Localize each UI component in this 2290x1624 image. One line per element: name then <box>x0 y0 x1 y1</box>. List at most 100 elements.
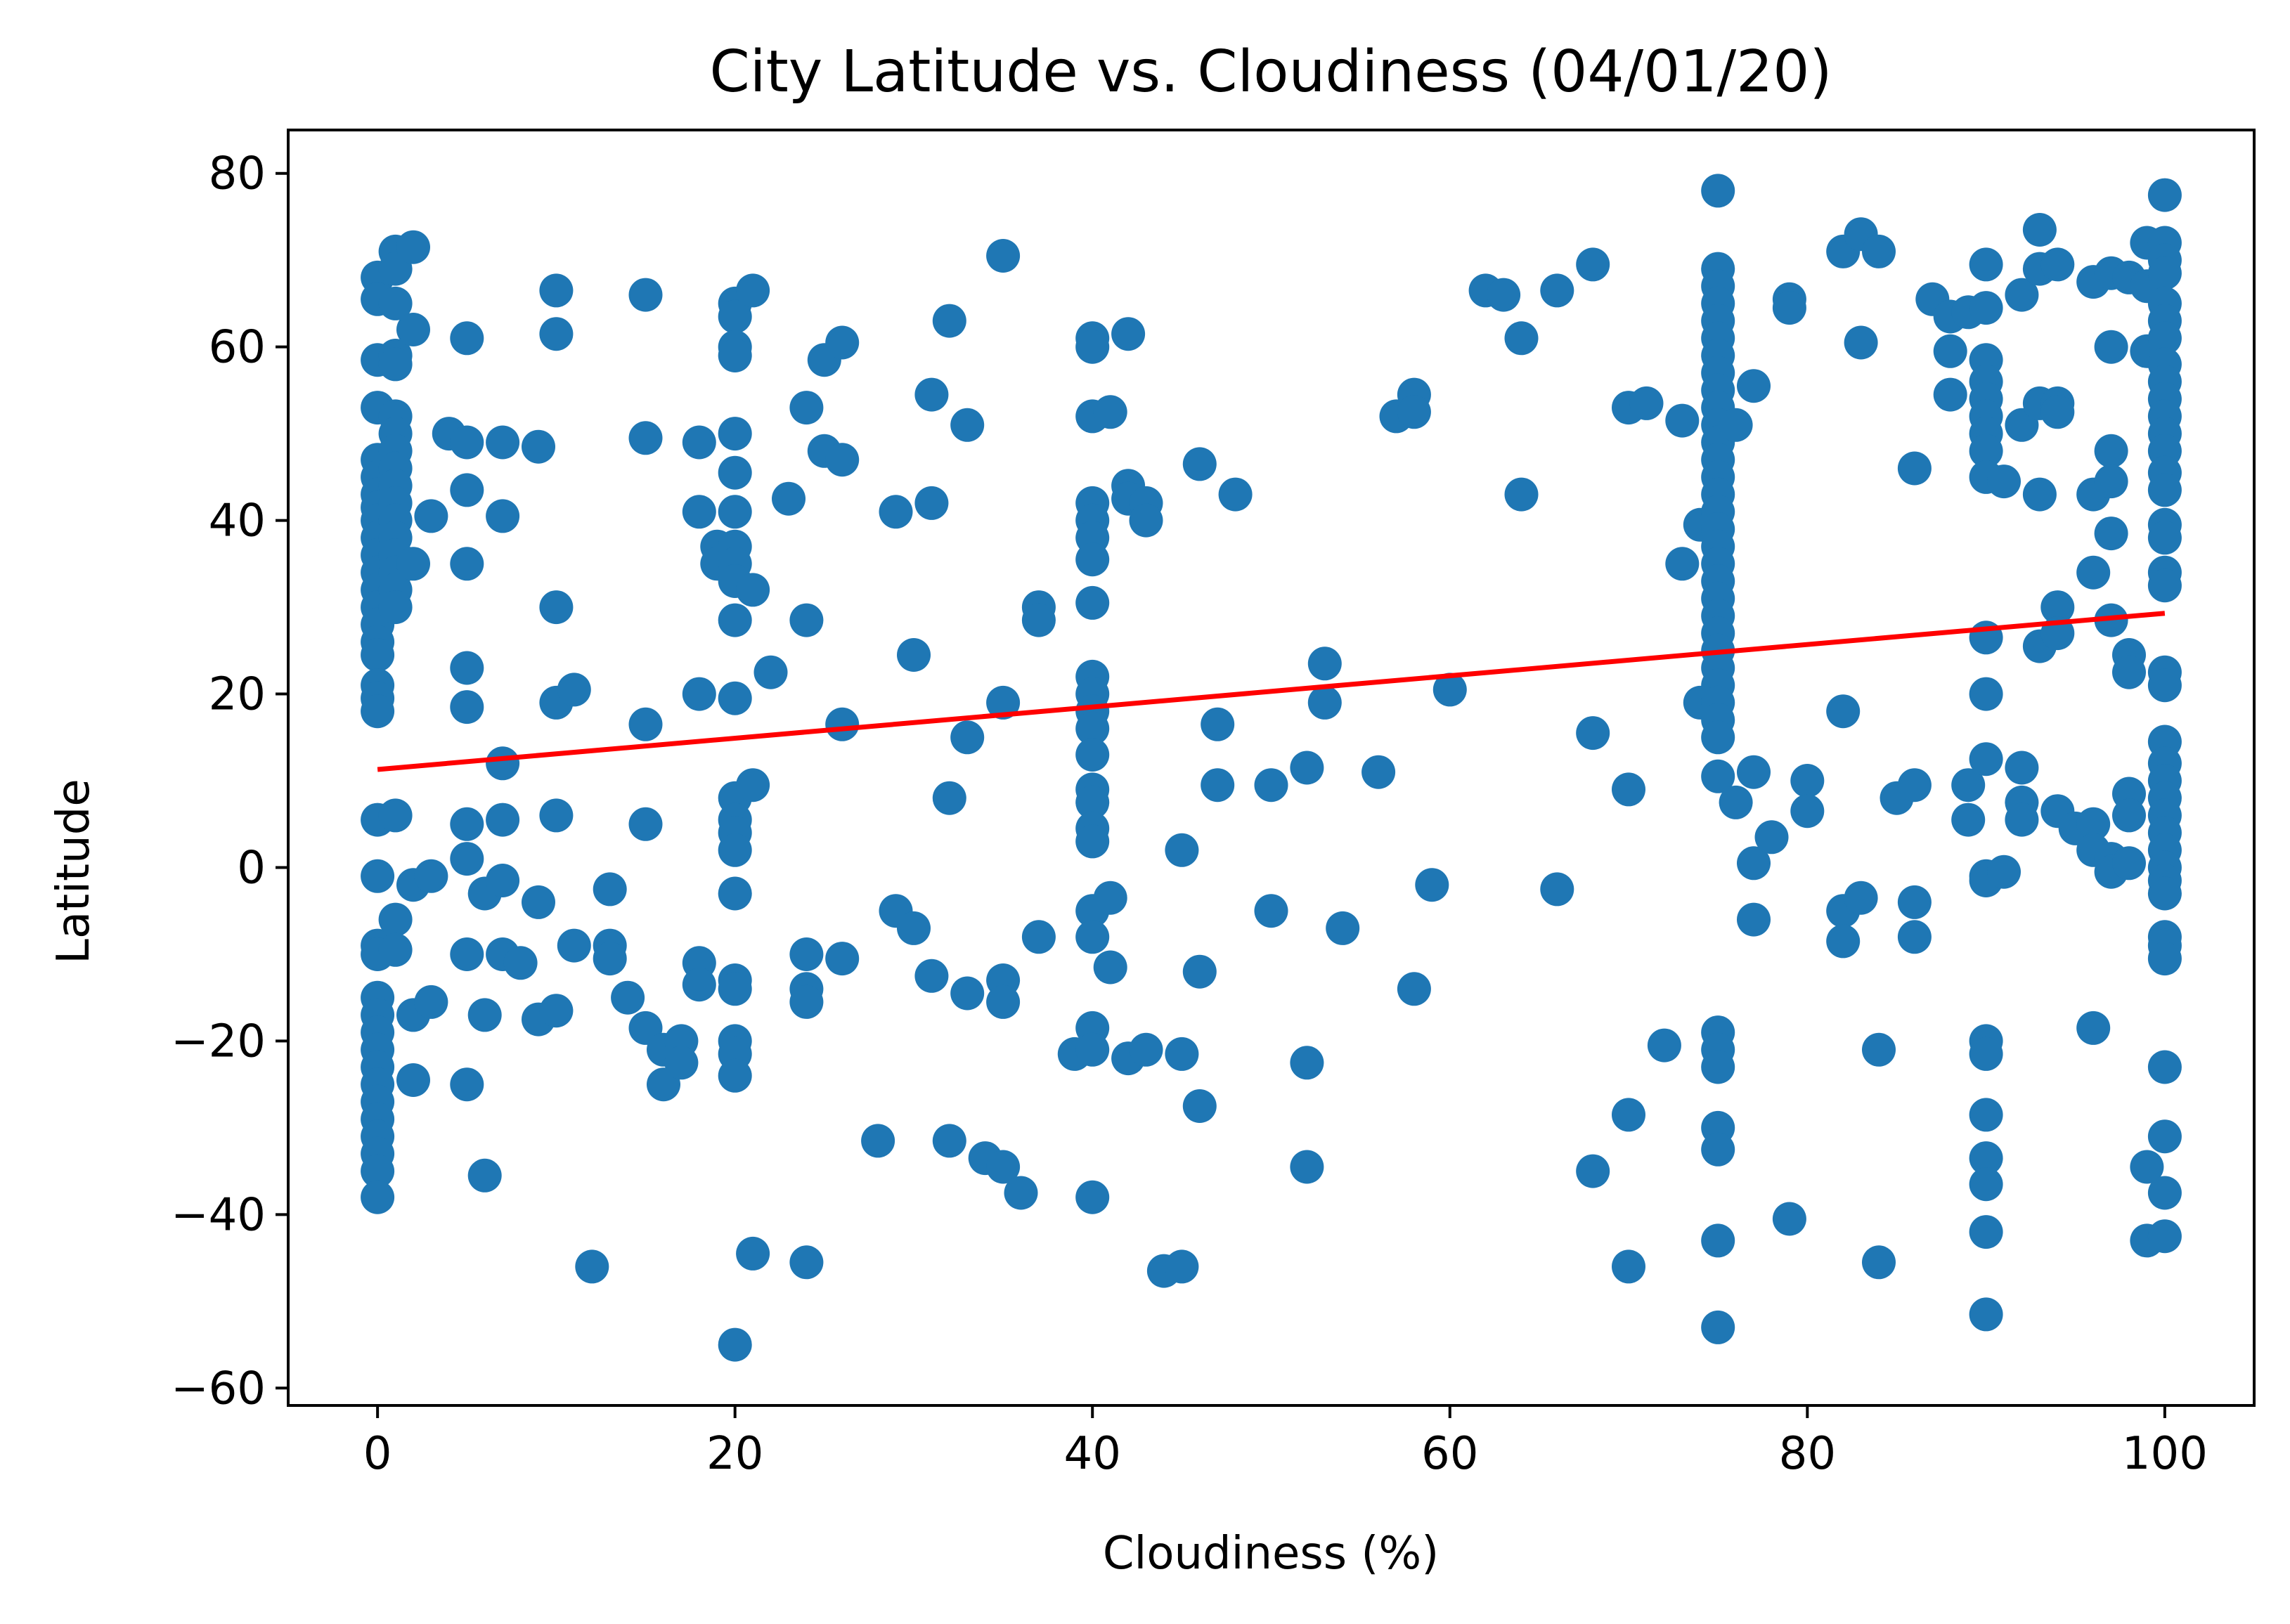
data-point <box>718 1058 752 1093</box>
data-point <box>1021 603 1056 637</box>
data-point <box>1290 1046 1324 1080</box>
data-point <box>1182 1089 1217 1123</box>
data-point <box>2130 1150 2164 1184</box>
data-point <box>1290 751 1324 785</box>
data-point <box>1701 1310 1735 1344</box>
data-point <box>789 937 824 971</box>
data-point <box>1307 647 1342 681</box>
data-point <box>1737 369 1771 403</box>
data-point <box>557 928 591 963</box>
data-point <box>1415 868 1449 902</box>
x-axis-label: Cloudiness (%) <box>1103 1528 1439 1580</box>
data-point <box>1987 855 2021 889</box>
data-point <box>378 590 413 625</box>
data-point <box>1540 273 1574 308</box>
data-point <box>1075 330 1110 364</box>
data-point <box>2147 1119 2182 1154</box>
data-point <box>1844 325 1878 360</box>
data-point <box>1969 1297 2003 1332</box>
data-point <box>467 998 502 1032</box>
data-point <box>450 690 484 725</box>
data-point <box>1576 247 1610 282</box>
data-point <box>628 707 663 741</box>
data-point <box>2147 521 2182 555</box>
data-point <box>414 499 448 533</box>
data-point <box>1182 447 1217 481</box>
data-point <box>2147 876 2182 911</box>
data-point <box>1701 1223 1735 1258</box>
data-point <box>1075 1180 1110 1214</box>
data-point <box>718 833 752 867</box>
data-point <box>825 443 860 477</box>
data-point <box>378 902 413 937</box>
data-point <box>1719 785 1753 819</box>
data-point <box>1969 247 2003 282</box>
data-point <box>1719 408 1753 442</box>
y-tick-label: 20 <box>209 669 266 721</box>
data-point <box>2147 178 2182 212</box>
data-point <box>2040 247 2075 282</box>
data-point <box>1075 585 1110 620</box>
data-point <box>1504 477 1539 512</box>
data-point <box>2112 846 2146 881</box>
x-tick-label: 20 <box>706 1428 763 1480</box>
data-point <box>1075 824 1110 859</box>
data-point <box>1021 920 1056 954</box>
data-point <box>1165 1037 1199 1071</box>
data-point <box>1254 768 1288 803</box>
y-tick-label: 80 <box>209 148 266 200</box>
chart-title: City Latitude vs. Cloudiness (04/01/20) <box>710 39 1832 105</box>
data-point <box>718 603 752 637</box>
data-point <box>861 1124 895 1158</box>
data-point <box>789 391 824 425</box>
data-point <box>736 273 770 308</box>
data-point <box>361 638 395 672</box>
data-point <box>897 911 931 945</box>
data-point <box>2005 278 2039 312</box>
data-point <box>1075 1032 1110 1067</box>
x-tick-label: 0 <box>363 1428 392 1480</box>
x-axis-ticks: 0 20 40 60 80 100 <box>363 1405 2208 1480</box>
data-point <box>718 495 752 529</box>
data-point <box>879 495 913 529</box>
data-point <box>2147 1219 2182 1254</box>
data-point <box>1701 174 1735 208</box>
data-point <box>467 1158 502 1193</box>
data-point <box>522 885 555 919</box>
data-point <box>1576 1154 1610 1188</box>
x-tick-label: 60 <box>1421 1428 1478 1480</box>
data-point <box>1897 451 1932 486</box>
data-point <box>2094 434 2128 468</box>
data-point <box>664 1046 699 1080</box>
data-point <box>2147 256 2182 290</box>
data-point <box>539 590 574 625</box>
data-point <box>1307 685 1342 720</box>
data-point <box>486 864 520 897</box>
data-point <box>825 325 860 360</box>
data-point <box>950 720 985 755</box>
data-point <box>1075 785 1110 819</box>
data-point <box>1432 673 1467 707</box>
data-point <box>1969 1167 2003 1202</box>
data-point <box>1897 885 1932 919</box>
data-point <box>986 685 1021 720</box>
data-point <box>2022 477 2057 512</box>
data-point <box>2076 555 2111 590</box>
data-point <box>2094 330 2128 364</box>
data-point <box>1737 755 1771 789</box>
data-point <box>1969 434 2003 468</box>
data-point <box>1397 395 1431 429</box>
data-point <box>718 455 752 490</box>
data-point <box>2094 465 2128 499</box>
data-point <box>1737 902 1771 937</box>
data-point <box>682 968 716 1002</box>
data-point <box>825 942 860 976</box>
data-point <box>718 299 752 334</box>
data-point <box>1969 1037 2003 1071</box>
data-point <box>1093 395 1127 429</box>
data-point <box>1290 1150 1324 1184</box>
data-point <box>486 746 520 781</box>
data-point <box>1218 477 1253 512</box>
data-point <box>1665 547 1700 581</box>
data-point <box>932 304 966 338</box>
